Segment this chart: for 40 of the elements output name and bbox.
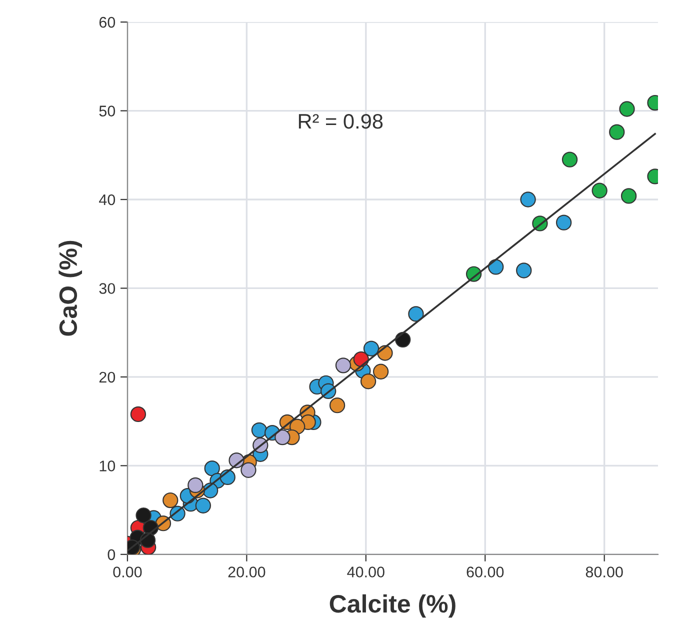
point [516, 262, 532, 278]
point [335, 358, 352, 374]
y-tick-label: 30 [99, 283, 116, 294]
y-axis-title: CaO (%) [58, 240, 82, 336]
x-tick-label: 20.00 [228, 566, 266, 578]
point [556, 214, 572, 230]
point [619, 101, 635, 117]
x-tick-label: 40.00 [347, 566, 384, 578]
point [360, 374, 376, 390]
y-tick-label: 20 [99, 372, 116, 383]
point [363, 340, 380, 356]
x-axis-title: Calcite (%) [330, 594, 456, 618]
x-tick-label: 0.00 [113, 566, 142, 578]
point [408, 306, 424, 322]
point [620, 188, 637, 204]
point [195, 498, 212, 514]
point [329, 398, 346, 414]
point [562, 152, 578, 168]
point [372, 364, 389, 380]
x-tick-label: 80.00 [586, 566, 623, 578]
point [609, 124, 625, 140]
y-tick-label: 40 [99, 194, 116, 206]
point [162, 492, 178, 508]
point [204, 460, 220, 476]
point [520, 192, 536, 208]
x-tick-label: 60.00 [466, 566, 504, 578]
point [488, 259, 504, 275]
point [136, 508, 152, 524]
point [251, 422, 268, 438]
point [188, 477, 204, 494]
point [592, 182, 608, 198]
annotation: R² = 0.98 [298, 114, 383, 129]
y-tick-label: 10 [100, 460, 116, 472]
point [274, 429, 290, 446]
y-tick-label: 50 [99, 106, 116, 116]
point [240, 462, 256, 478]
point [353, 351, 369, 368]
y-tick-label: 60 [99, 16, 116, 28]
point [130, 406, 146, 422]
y-tick-label: 0 [108, 549, 116, 560]
